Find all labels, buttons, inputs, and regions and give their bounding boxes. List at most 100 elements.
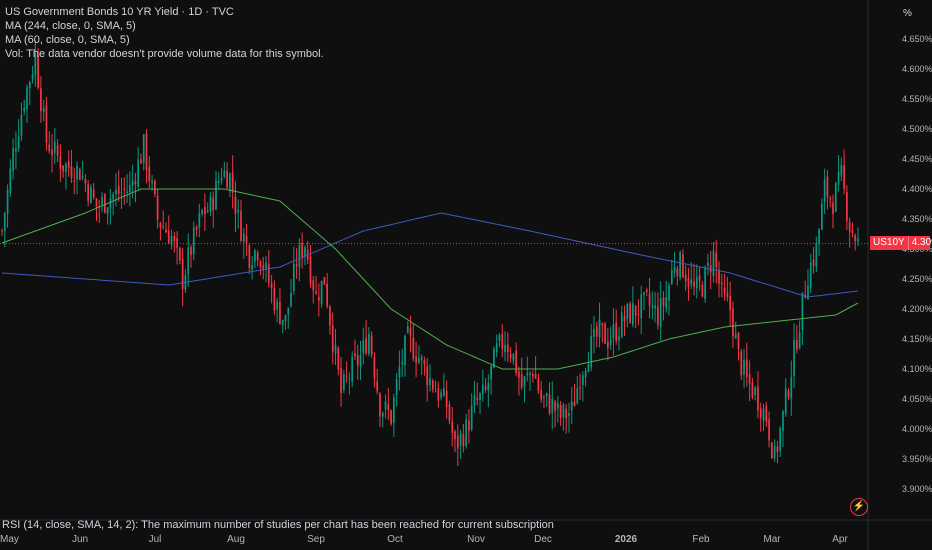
candle-body bbox=[48, 144, 51, 152]
candle-body bbox=[787, 390, 790, 397]
candle-body bbox=[645, 290, 648, 292]
candle-body bbox=[179, 248, 181, 261]
candle-body bbox=[568, 413, 570, 416]
candle-body bbox=[821, 203, 823, 230]
candle-body bbox=[26, 87, 28, 110]
candle-body bbox=[120, 192, 123, 194]
candle-body bbox=[95, 198, 98, 208]
candle-body bbox=[215, 180, 217, 210]
y-tick-label: 4.000% bbox=[902, 424, 932, 434]
candle-body bbox=[292, 263, 295, 291]
candle-body bbox=[590, 336, 593, 368]
candle-body bbox=[768, 419, 770, 441]
candle-body bbox=[56, 144, 59, 156]
candle-body bbox=[604, 323, 606, 344]
candle-body bbox=[40, 88, 42, 112]
lightning-icon[interactable]: ⚡ bbox=[850, 498, 868, 516]
candle-body bbox=[701, 284, 704, 297]
candle-body bbox=[115, 189, 117, 195]
candle-body bbox=[612, 324, 615, 339]
candle-body bbox=[420, 356, 423, 361]
candle-body bbox=[506, 344, 509, 353]
candle-body bbox=[37, 56, 39, 88]
candle-body bbox=[67, 161, 70, 169]
candle-body bbox=[390, 410, 392, 424]
candle-body bbox=[109, 198, 112, 209]
candle-body bbox=[340, 367, 342, 393]
candle-body bbox=[673, 267, 676, 273]
candle-body bbox=[643, 292, 645, 295]
axis-unit[interactable]: % bbox=[903, 8, 912, 19]
candle-body bbox=[209, 196, 212, 212]
candle-body bbox=[423, 360, 426, 365]
x-tick-label: Oct bbox=[387, 534, 403, 545]
candle-body bbox=[12, 148, 14, 171]
y-tick-label: 4.100% bbox=[902, 364, 932, 374]
candle-body bbox=[540, 390, 543, 400]
candle-body bbox=[159, 222, 162, 228]
x-tick-label: 2026 bbox=[615, 534, 638, 545]
candle-body bbox=[795, 339, 798, 350]
candle-body bbox=[317, 296, 320, 301]
candle-body bbox=[348, 378, 351, 380]
candle-body bbox=[665, 296, 668, 309]
y-tick-label: 3.950% bbox=[902, 454, 932, 464]
candle-body bbox=[409, 327, 412, 336]
candle-body bbox=[192, 227, 195, 255]
candle-body bbox=[351, 356, 354, 382]
candle-body bbox=[593, 329, 595, 338]
candle-body bbox=[762, 408, 765, 421]
candle-body bbox=[707, 262, 709, 267]
candle-body bbox=[429, 378, 431, 386]
candle-body bbox=[401, 361, 404, 365]
candle-body bbox=[98, 205, 101, 207]
candle-body bbox=[42, 107, 45, 113]
candle-body bbox=[504, 344, 506, 352]
candle-body bbox=[682, 254, 684, 278]
candle-body bbox=[342, 374, 345, 391]
candle-body bbox=[587, 364, 590, 372]
candle-body bbox=[320, 280, 323, 305]
candle-body bbox=[534, 373, 537, 379]
candle-body bbox=[34, 54, 37, 76]
candle-body bbox=[434, 391, 437, 393]
candle-body bbox=[267, 264, 270, 283]
candle-body bbox=[668, 285, 670, 301]
candle-body bbox=[301, 242, 304, 258]
candle-body bbox=[634, 305, 637, 317]
candle-body bbox=[784, 388, 787, 414]
legend-title[interactable]: US Government Bonds 10 YR Yield · 1D · T… bbox=[5, 6, 234, 18]
candle-body bbox=[165, 229, 167, 233]
candle-body bbox=[584, 370, 587, 378]
candle-body bbox=[559, 404, 562, 419]
candle-body bbox=[481, 384, 484, 395]
candle-body bbox=[659, 297, 662, 328]
candle-body bbox=[345, 375, 348, 377]
candle-body bbox=[556, 402, 559, 409]
candle-body bbox=[626, 304, 629, 320]
legend-ma244[interactable]: MA (244, close, 0, SMA, 5) bbox=[5, 20, 136, 32]
candle-body bbox=[448, 404, 451, 421]
candle-body bbox=[376, 381, 379, 392]
candle-body bbox=[128, 184, 131, 193]
candle-body bbox=[509, 353, 512, 359]
candle-body bbox=[84, 179, 87, 184]
candle-body bbox=[456, 435, 459, 449]
candle-body bbox=[801, 292, 804, 330]
last-price-tag: US10Y 4.309% bbox=[870, 236, 932, 250]
candle-body bbox=[720, 282, 723, 285]
x-tick-label: Aug bbox=[227, 534, 245, 545]
candle-body bbox=[443, 388, 445, 396]
candle-body bbox=[287, 307, 290, 315]
candle-body bbox=[726, 292, 729, 297]
legend-ma60[interactable]: MA (60, close, 0, SMA, 5) bbox=[5, 34, 130, 46]
candle-body bbox=[637, 313, 640, 316]
candle-body bbox=[754, 387, 757, 396]
candle-body bbox=[818, 229, 820, 245]
candle-body bbox=[737, 332, 740, 350]
candle-body bbox=[273, 287, 276, 311]
candle-body bbox=[393, 397, 395, 423]
candle-body bbox=[20, 114, 23, 136]
